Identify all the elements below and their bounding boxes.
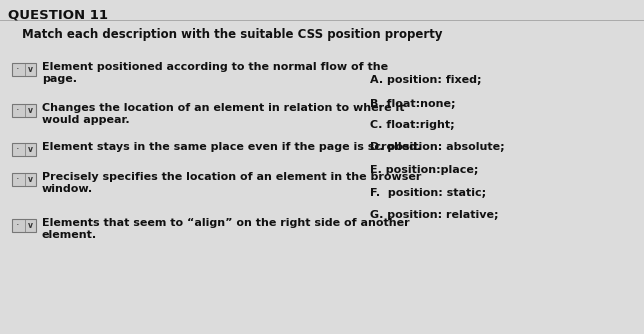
Text: Element stays in the same place even if the page is scrolled.: Element stays in the same place even if …	[42, 142, 421, 152]
FancyBboxPatch shape	[12, 173, 36, 186]
Text: D. position: absolute;: D. position: absolute;	[370, 142, 505, 152]
Text: v: v	[28, 106, 33, 115]
FancyBboxPatch shape	[12, 104, 36, 117]
Text: E. position:place;: E. position:place;	[370, 165, 478, 175]
Text: C. float:right;: C. float:right;	[370, 120, 455, 130]
Text: A. position: fixed;: A. position: fixed;	[370, 75, 482, 85]
Text: ·: ·	[16, 145, 20, 155]
Text: v: v	[28, 221, 33, 230]
Text: ·: ·	[16, 220, 20, 230]
FancyBboxPatch shape	[12, 219, 36, 232]
Text: ·: ·	[16, 174, 20, 184]
Text: B. float:none;: B. float:none;	[370, 99, 455, 109]
Text: ·: ·	[16, 64, 20, 74]
Text: QUESTION 11: QUESTION 11	[8, 8, 108, 21]
Text: Changes the location of an element in relation to where it
would appear.: Changes the location of an element in re…	[42, 103, 404, 125]
Text: F.  position: static;: F. position: static;	[370, 188, 486, 198]
Text: G. position: relative;: G. position: relative;	[370, 210, 498, 220]
Text: Precisely specifies the location of an element in the browser
window.: Precisely specifies the location of an e…	[42, 172, 421, 194]
Text: v: v	[28, 145, 33, 154]
Text: Element positioned according to the normal flow of the
page.: Element positioned according to the norm…	[42, 62, 388, 85]
Text: Elements that seem to “align” on the right side of another
element.: Elements that seem to “align” on the rig…	[42, 218, 410, 240]
FancyBboxPatch shape	[12, 63, 36, 76]
Text: v: v	[28, 65, 33, 74]
Text: v: v	[28, 175, 33, 184]
FancyBboxPatch shape	[12, 143, 36, 156]
Text: ·: ·	[16, 106, 20, 116]
Text: Match each description with the suitable CSS position property: Match each description with the suitable…	[22, 28, 442, 41]
